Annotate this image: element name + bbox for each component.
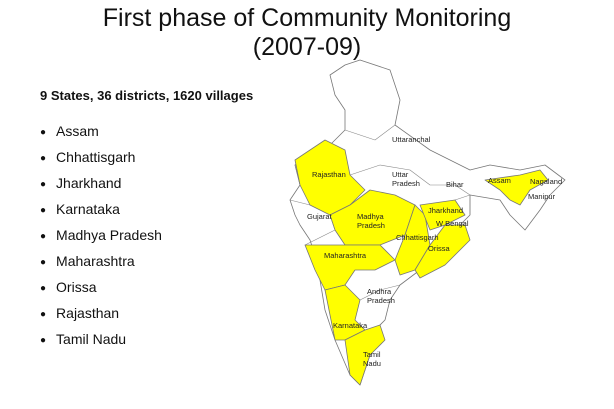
highlighted-state [414, 224, 471, 279]
state-list: AssamChhattisgarhJharkhandKarnatakaMadhy… [40, 118, 162, 352]
state-item: Orissa [40, 274, 162, 300]
state-item: Karnataka [40, 196, 162, 222]
highlighted-state [344, 324, 386, 386]
highlighted-state [324, 284, 366, 341]
border [454, 194, 471, 215]
state-item: Maharashtra [40, 248, 162, 274]
map-label: Manipur [528, 192, 556, 201]
map-label: Uttaranchal [392, 135, 431, 144]
map-label: W Bengal [436, 219, 469, 228]
state-item: Rajasthan [40, 300, 162, 326]
state-item: Assam [40, 118, 162, 144]
map-label: Pradesh [392, 179, 420, 188]
map-label: Madhya [357, 212, 385, 221]
border [344, 124, 396, 141]
map-label: Tamil [363, 350, 381, 359]
highlighted-state [484, 169, 549, 206]
map-label: Bihar [446, 180, 464, 189]
map-label: Karnataka [333, 321, 368, 330]
map-label: Pradesh [357, 221, 385, 230]
highlighted-state [294, 139, 366, 216]
map-label: Nadu [363, 359, 381, 368]
map-label: Gujarat [307, 212, 333, 221]
map-label: Nagaland [530, 177, 562, 186]
border [359, 284, 401, 301]
map-label: Chhattisgarh [396, 233, 439, 242]
highlighted-state [304, 244, 396, 291]
title-line: First phase of Community Monitoring [102, 4, 512, 32]
state-item: Madhya Pradesh [40, 222, 162, 248]
state-item: Chhattisgarh [40, 144, 162, 170]
map-label: Assam [488, 176, 511, 185]
map-label: Orissa [428, 244, 450, 253]
map-label: Uttar [392, 170, 409, 179]
map-label: Pradesh [367, 296, 395, 305]
border [349, 164, 471, 196]
map-label: Rajasthan [312, 170, 346, 179]
summary: 9 States, 36 districts, 1620 villages [40, 88, 254, 103]
map-label: Maharashtra [324, 251, 367, 260]
state-item: Tamil Nadu [40, 326, 162, 352]
map-label: Andhra [367, 287, 392, 296]
highlighted-state [419, 199, 466, 231]
state-item: Jharkhand [40, 170, 162, 196]
map-label: Jharkhand [428, 206, 463, 215]
title-line: (2007-09) [252, 33, 362, 61]
